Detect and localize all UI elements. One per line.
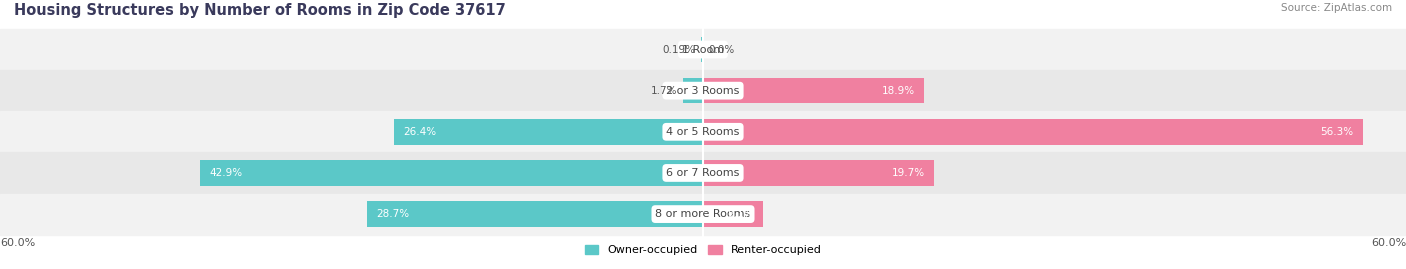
Bar — [703, 78, 925, 103]
Text: 1.7%: 1.7% — [651, 86, 678, 96]
Bar — [0, 29, 1406, 70]
Text: Source: ZipAtlas.com: Source: ZipAtlas.com — [1281, 3, 1392, 13]
Text: 1 Room: 1 Room — [682, 45, 724, 55]
Bar — [394, 119, 703, 144]
Text: 19.7%: 19.7% — [891, 168, 925, 178]
Text: 0.19%: 0.19% — [662, 45, 695, 55]
Text: 8 or more Rooms: 8 or more Rooms — [655, 209, 751, 219]
Bar — [703, 160, 934, 186]
Text: 60.0%: 60.0% — [0, 238, 35, 248]
Text: 2 or 3 Rooms: 2 or 3 Rooms — [666, 86, 740, 96]
Bar — [703, 201, 762, 227]
Bar — [700, 37, 703, 62]
Bar — [0, 193, 1406, 235]
Text: 26.4%: 26.4% — [404, 127, 436, 137]
Bar — [0, 152, 1406, 193]
Text: 4 or 5 Rooms: 4 or 5 Rooms — [666, 127, 740, 137]
Text: Housing Structures by Number of Rooms in Zip Code 37617: Housing Structures by Number of Rooms in… — [14, 3, 506, 18]
Text: 56.3%: 56.3% — [1320, 127, 1354, 137]
Bar — [703, 119, 1362, 144]
Bar — [683, 78, 703, 103]
Text: 0.0%: 0.0% — [709, 45, 735, 55]
Text: 18.9%: 18.9% — [882, 86, 915, 96]
Bar — [0, 111, 1406, 152]
Text: 60.0%: 60.0% — [1371, 238, 1406, 248]
Legend: Owner-occupied, Renter-occupied: Owner-occupied, Renter-occupied — [581, 240, 825, 260]
Bar — [367, 201, 703, 227]
Bar — [0, 70, 1406, 111]
Text: 28.7%: 28.7% — [377, 209, 409, 219]
Text: 42.9%: 42.9% — [209, 168, 243, 178]
Bar — [201, 160, 703, 186]
Text: 5.1%: 5.1% — [727, 209, 754, 219]
Text: 6 or 7 Rooms: 6 or 7 Rooms — [666, 168, 740, 178]
